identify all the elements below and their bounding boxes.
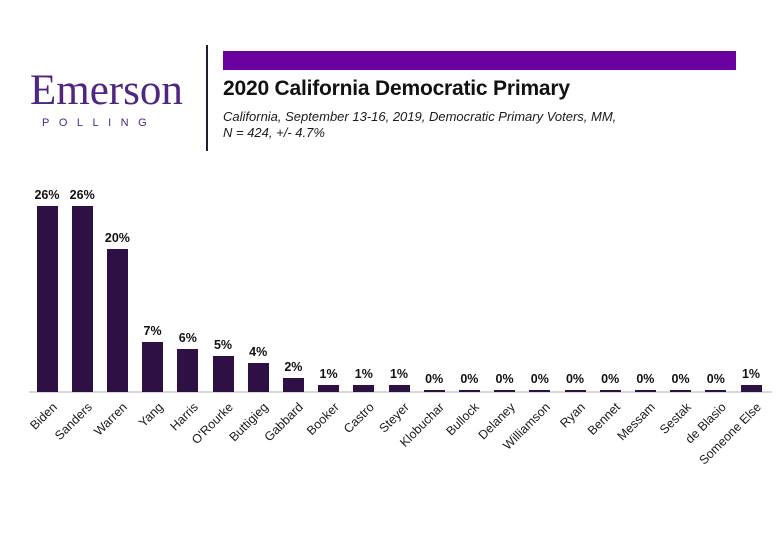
- bar-value-label-ryan: 0%: [565, 372, 585, 387]
- bar-sanders: [71, 206, 93, 392]
- bar-warren: [106, 249, 128, 392]
- emerson-logo-wordmark: Emerson: [30, 67, 183, 114]
- bar-steyer: [388, 384, 410, 392]
- bar-value-label-bullock: 0%: [460, 372, 479, 387]
- bar-value-label-castro: 1%: [354, 366, 373, 381]
- header-accent-bar: [223, 51, 736, 70]
- x-axis-baseline: [29, 391, 772, 393]
- emerson-logo-polling-text: POLLING: [42, 117, 157, 129]
- subtitle-line-2: N = 424, +/- 4.7%: [223, 125, 325, 140]
- bar-value-label-delaney: 0%: [495, 372, 514, 387]
- bar-delaney: [494, 390, 516, 392]
- header-divider-line: [206, 45, 208, 151]
- bar-klobuchar: [423, 390, 445, 392]
- bar-castro: [353, 384, 375, 392]
- bar-buttigieg: [247, 363, 269, 392]
- bar-value-label-sestak: 0%: [671, 372, 690, 387]
- bar-value-label-bennet: 0%: [601, 372, 620, 387]
- bar-value-label-sanders: 26%: [69, 188, 95, 203]
- bar-value-label-messam: 0%: [636, 372, 655, 387]
- bar-harris: [177, 349, 199, 392]
- bar-value-label-biden: 26%: [34, 188, 60, 203]
- bar-sestak: [670, 390, 692, 392]
- bar-value-label-someone-else: 1%: [741, 366, 761, 381]
- bar-biden: [36, 206, 58, 392]
- bar-messam: [634, 390, 656, 392]
- page-subtitle: California, September 13-16, 2019, Democ…: [223, 109, 616, 141]
- bar-value-label-gabbard: 2%: [284, 359, 303, 374]
- bar-value-label-williamson: 0%: [530, 372, 549, 387]
- bar-de-blasio: [705, 390, 727, 392]
- page-title: 2020 California Democratic Primary: [223, 77, 570, 100]
- bar-value-label-warren: 20%: [104, 231, 130, 245]
- bar-value-label-buttigieg: 4%: [249, 345, 268, 360]
- bar-o-rourke: [212, 356, 234, 392]
- bar-value-label-yang: 7%: [143, 323, 162, 338]
- bar-bennet: [599, 390, 621, 392]
- bar-value-label-steyer: 1%: [389, 366, 409, 381]
- bar-value-label-harris: 6%: [178, 331, 197, 346]
- bar-value-label-de-blasio: 0%: [706, 372, 725, 387]
- bar-gabbard: [282, 377, 304, 392]
- bar-bullock: [458, 390, 480, 392]
- bar-value-label-o-rourke: 5%: [213, 338, 233, 353]
- bar-someone-else: [740, 384, 762, 392]
- bar-yang: [142, 341, 164, 392]
- bar-ryan: [564, 390, 586, 392]
- bar-williamson: [529, 390, 551, 392]
- bar-booker: [318, 384, 340, 392]
- bar-value-label-klobuchar: 0%: [425, 372, 444, 387]
- bar-value-label-booker: 1%: [319, 366, 338, 381]
- subtitle-line-1: California, September 13-16, 2019, Democ…: [223, 109, 617, 124]
